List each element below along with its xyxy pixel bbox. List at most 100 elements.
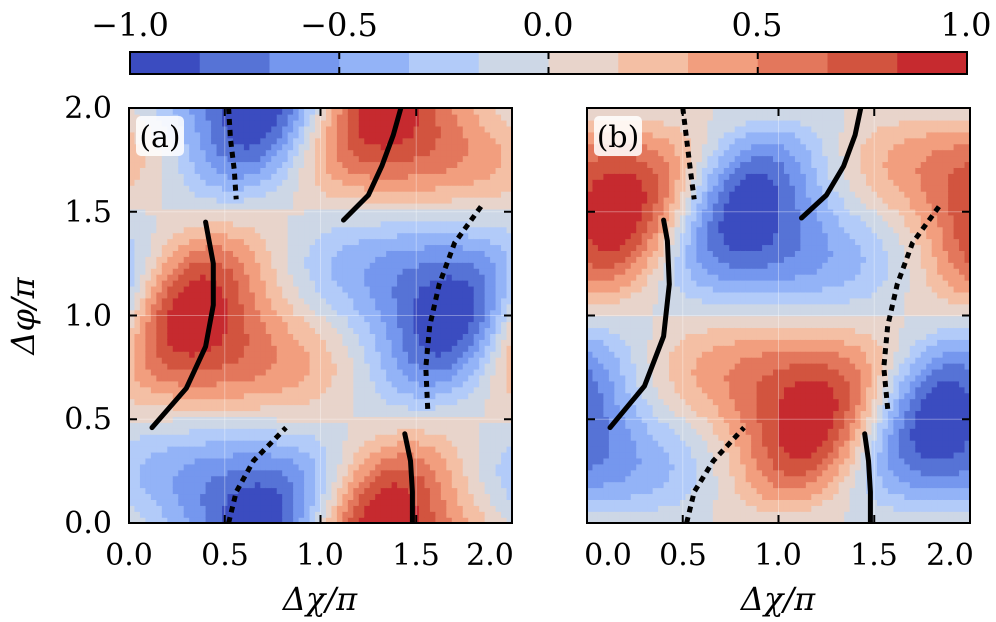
heatmap-cell [156, 380, 163, 388]
heatmap-cell [232, 404, 240, 412]
heatmap-cell [331, 185, 338, 192]
heatmap-cell [424, 202, 431, 210]
heatmap-cell [386, 119, 393, 127]
heatmap-cell [364, 238, 371, 246]
heatmap-cell [331, 256, 338, 263]
heatmap-cell [484, 368, 491, 376]
heatmap-cell [293, 487, 300, 495]
heatmap-cell [293, 256, 300, 263]
heatmap-cell [391, 475, 398, 483]
heatmap-cell [501, 404, 508, 412]
heatmap-cell [347, 374, 355, 382]
heatmap-cell [156, 493, 163, 500]
heatmap-cell [282, 232, 289, 240]
heatmap-cell [265, 208, 272, 216]
heatmap-cell [347, 351, 355, 358]
heatmap-cell [129, 303, 136, 311]
heatmap-cell [129, 374, 136, 382]
heatmap-cell [178, 416, 185, 423]
heatmap-cell [243, 475, 251, 483]
heatmap-cell [364, 499, 371, 506]
heatmap-cell [216, 517, 223, 523]
heatmap-cell [418, 404, 426, 412]
heatmap-cell [145, 398, 152, 406]
heatmap-cell [391, 179, 398, 186]
heatmap-cell [369, 167, 376, 174]
heatmap-cell [468, 499, 475, 506]
heatmap-cell [446, 434, 453, 441]
heatmap-cell [167, 362, 174, 370]
heatmap-cell [451, 368, 458, 376]
heatmap-cell [484, 161, 491, 168]
heatmap-cell [402, 463, 409, 471]
heatmap-cell [200, 505, 207, 512]
heatmap-cell [440, 463, 448, 471]
heatmap-cell [440, 179, 448, 186]
heatmap-cell [506, 167, 512, 174]
colorbar-cell [757, 52, 829, 74]
heatmap-cell [189, 220, 196, 228]
heatmap-cell [216, 155, 223, 163]
heatmap-cell [440, 108, 448, 115]
heatmap-cell [298, 274, 305, 281]
heatmap-cell [238, 155, 245, 163]
heatmap-cell [260, 440, 267, 447]
heatmap-cell [298, 327, 305, 334]
heatmap-cell [402, 149, 409, 157]
heatmap-cell [293, 208, 300, 216]
heatmap-cell [479, 108, 486, 115]
heatmap-cell [336, 250, 344, 257]
heatmap-cell [358, 250, 365, 257]
heatmap-cell [309, 345, 316, 352]
heatmap-cell [451, 327, 458, 334]
heatmap-cell [150, 517, 158, 523]
heatmap-cell [479, 380, 486, 388]
heatmap-cell [380, 179, 387, 186]
heatmap-cell [260, 434, 267, 441]
heatmap-cell [227, 463, 234, 471]
heatmap-cell [150, 196, 158, 204]
heatmap-cell [473, 487, 480, 495]
heatmap-cell [413, 161, 420, 168]
heatmap-cell [358, 155, 365, 163]
heatmap-cell [161, 250, 168, 257]
heatmap-cell [479, 333, 486, 340]
heatmap-cell [183, 440, 190, 447]
heatmap-cell [587, 398, 594, 406]
heatmap-cell [413, 315, 420, 323]
heatmap-cell [238, 380, 245, 388]
heatmap-cell [134, 422, 141, 429]
heatmap-cell [298, 285, 305, 293]
heatmap-cell [413, 250, 420, 257]
heatmap-cell [397, 155, 404, 163]
heatmap-cell [216, 256, 223, 263]
heatmap-cell [490, 173, 497, 180]
heatmap-cell [402, 202, 409, 210]
heatmap-cell [358, 333, 365, 340]
heatmap-cell [227, 481, 234, 489]
heatmap-cell [276, 274, 283, 281]
heatmap-cell [145, 327, 152, 334]
heatmap-cell [490, 481, 497, 489]
heatmap-cell [342, 386, 349, 394]
heatmap-cell [265, 457, 272, 465]
heatmap-cell [435, 131, 442, 139]
heatmap-cell [353, 499, 360, 506]
heatmap-cell [315, 422, 322, 429]
heatmap-cell [139, 279, 147, 287]
heatmap-cell [331, 303, 338, 311]
heatmap-cell [298, 362, 305, 370]
heatmap-cell [145, 309, 152, 317]
heatmap-cell [134, 475, 141, 483]
heatmap-cell [446, 517, 453, 523]
heatmap-cell [232, 119, 240, 127]
heatmap-cell [506, 445, 512, 453]
heatmap-cell [457, 226, 464, 234]
heatmap-cell [325, 333, 333, 340]
heatmap-cell [232, 345, 240, 352]
heatmap-cell [156, 220, 163, 228]
heatmap-cell [189, 149, 196, 157]
heatmap-cell [232, 392, 240, 400]
heatmap-cell [364, 368, 371, 376]
heatmap-cell [134, 262, 141, 269]
